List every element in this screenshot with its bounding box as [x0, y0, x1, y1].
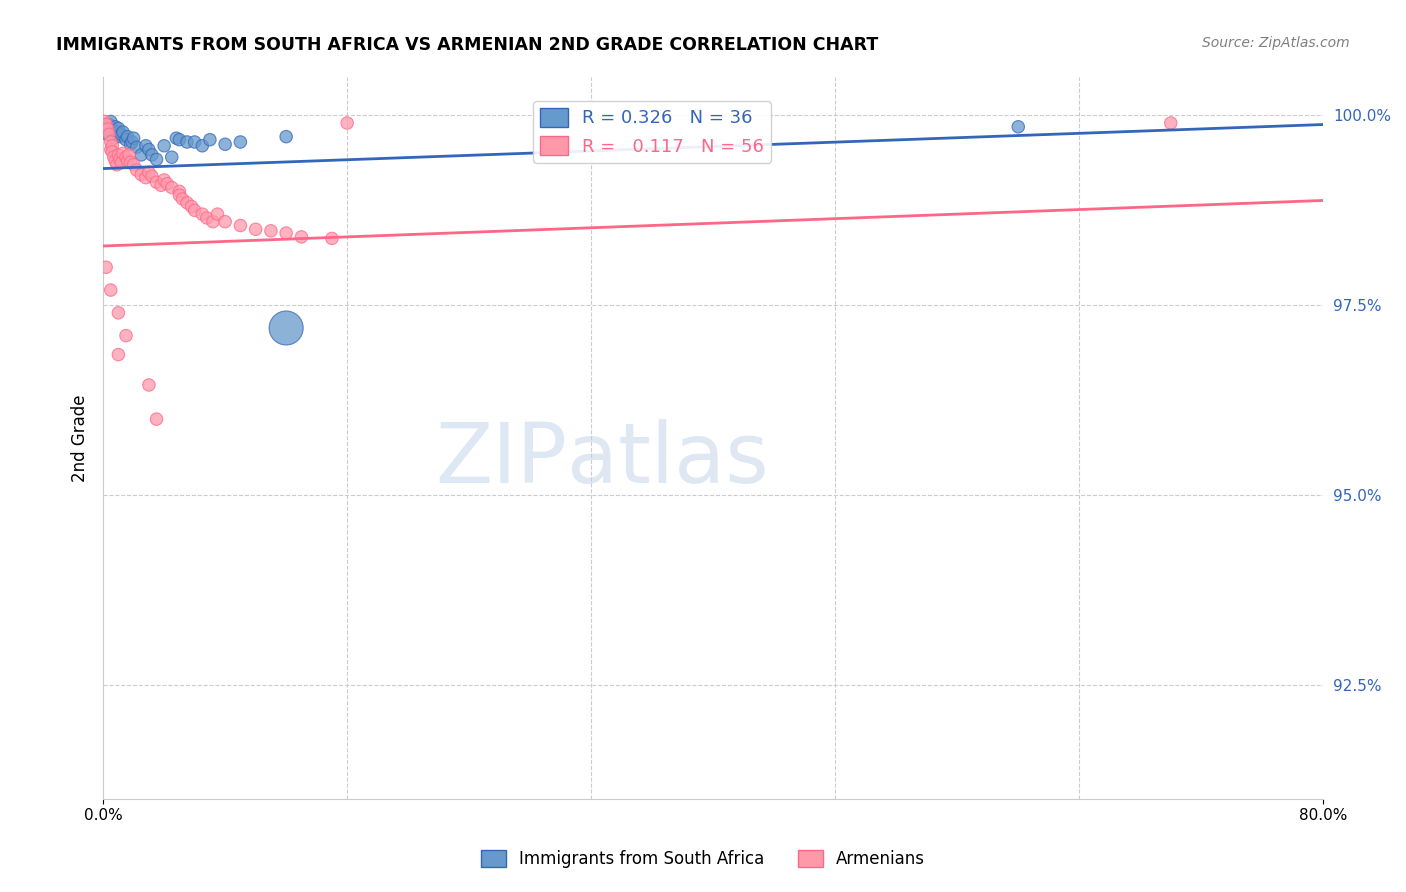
- Legend: Immigrants from South Africa, Armenians: Immigrants from South Africa, Armenians: [474, 843, 932, 875]
- Immigrants from South Africa: [135, 138, 157, 153]
- Armenians: [129, 168, 152, 182]
- Immigrants from South Africa: [121, 135, 143, 149]
- Immigrants from South Africa: [160, 150, 183, 164]
- Armenians: [276, 226, 298, 240]
- Armenians: [176, 195, 198, 210]
- Immigrants from South Africa: [115, 133, 138, 147]
- Immigrants from South Africa: [101, 123, 124, 137]
- Armenians: [107, 148, 129, 162]
- Armenians: [153, 173, 176, 187]
- Immigrants from South Africa: [117, 129, 139, 144]
- Text: Source: ZipAtlas.com: Source: ZipAtlas.com: [1202, 36, 1350, 50]
- Armenians: [169, 184, 191, 198]
- Immigrants from South Africa: [191, 138, 214, 153]
- Armenians: [125, 163, 148, 178]
- Immigrants from South Africa: [120, 137, 142, 152]
- Armenians: [122, 158, 145, 172]
- Immigrants from South Africa: [229, 135, 252, 149]
- Armenians: [115, 328, 138, 343]
- Armenians: [103, 150, 125, 164]
- Armenians: [321, 231, 343, 245]
- Y-axis label: 2nd Grade: 2nd Grade: [72, 394, 89, 482]
- Immigrants from South Africa: [111, 125, 134, 139]
- Immigrants from South Africa: [183, 135, 205, 149]
- Armenians: [138, 165, 160, 179]
- Immigrants from South Africa: [105, 125, 128, 139]
- Armenians: [207, 207, 229, 221]
- Armenians: [120, 155, 142, 169]
- Armenians: [100, 143, 122, 157]
- Armenians: [145, 412, 167, 426]
- Immigrants from South Africa: [129, 148, 152, 162]
- Immigrants from South Africa: [198, 133, 221, 147]
- Armenians: [260, 224, 283, 238]
- Armenians: [201, 215, 224, 229]
- Armenians: [97, 122, 120, 136]
- Armenians: [104, 153, 127, 168]
- Armenians: [115, 150, 138, 164]
- Armenians: [172, 192, 194, 206]
- Armenians: [290, 230, 312, 244]
- Immigrants from South Africa: [165, 131, 187, 145]
- Armenians: [1160, 116, 1182, 130]
- Armenians: [245, 222, 267, 236]
- Armenians: [110, 155, 132, 169]
- Immigrants from South Africa: [96, 120, 118, 134]
- Armenians: [105, 158, 128, 172]
- Text: IMMIGRANTS FROM SOUTH AFRICA VS ARMENIAN 2ND GRADE CORRELATION CHART: IMMIGRANTS FROM SOUTH AFRICA VS ARMENIAN…: [56, 36, 879, 54]
- Armenians: [183, 203, 205, 218]
- Immigrants from South Africa: [176, 135, 198, 149]
- Immigrants from South Africa: [108, 129, 131, 144]
- Immigrants from South Africa: [125, 140, 148, 154]
- Immigrants from South Africa: [107, 121, 129, 136]
- Armenians: [180, 200, 202, 214]
- Armenians: [118, 148, 141, 162]
- Immigrants from South Africa: [104, 120, 127, 134]
- Armenians: [150, 178, 173, 193]
- Armenians: [169, 188, 191, 202]
- Immigrants from South Africa: [100, 114, 122, 128]
- Armenians: [195, 211, 218, 225]
- Armenians: [156, 177, 179, 191]
- Immigrants from South Africa: [97, 128, 120, 142]
- Armenians: [96, 260, 118, 275]
- Armenians: [191, 207, 214, 221]
- Text: ZIP: ZIP: [434, 419, 567, 500]
- Armenians: [96, 118, 118, 132]
- Immigrants from South Africa: [110, 128, 132, 142]
- Armenians: [100, 283, 122, 297]
- Immigrants from South Africa: [122, 131, 145, 145]
- Immigrants from South Africa: [169, 133, 191, 147]
- Armenians: [100, 135, 122, 149]
- Armenians: [145, 175, 167, 189]
- Armenians: [101, 145, 124, 159]
- Armenians: [117, 153, 139, 168]
- Armenians: [214, 215, 236, 229]
- Immigrants from South Africa: [141, 148, 163, 162]
- Immigrants from South Africa: [145, 153, 167, 167]
- Armenians: [107, 348, 129, 362]
- Armenians: [107, 306, 129, 320]
- Immigrants from South Africa: [1007, 120, 1029, 134]
- Armenians: [135, 170, 157, 185]
- Immigrants from South Africa: [153, 138, 176, 153]
- Armenians: [138, 378, 160, 392]
- Armenians: [108, 153, 131, 167]
- Armenians: [98, 128, 121, 142]
- Legend: R = 0.326   N = 36, R =   0.117   N = 56: R = 0.326 N = 36, R = 0.117 N = 56: [533, 101, 770, 163]
- Armenians: [93, 114, 115, 128]
- Armenians: [101, 138, 124, 153]
- Immigrants from South Africa: [276, 129, 298, 144]
- Immigrants from South Africa: [138, 143, 160, 157]
- Immigrants from South Africa: [98, 118, 121, 132]
- Immigrants from South Africa: [214, 137, 236, 152]
- Immigrants from South Africa: [103, 131, 125, 145]
- Armenians: [141, 169, 163, 183]
- Armenians: [111, 146, 134, 161]
- Armenians: [229, 219, 252, 233]
- Text: atlas: atlas: [567, 419, 769, 500]
- Armenians: [160, 180, 183, 194]
- Immigrants from South Africa: [276, 321, 298, 335]
- Armenians: [336, 116, 359, 130]
